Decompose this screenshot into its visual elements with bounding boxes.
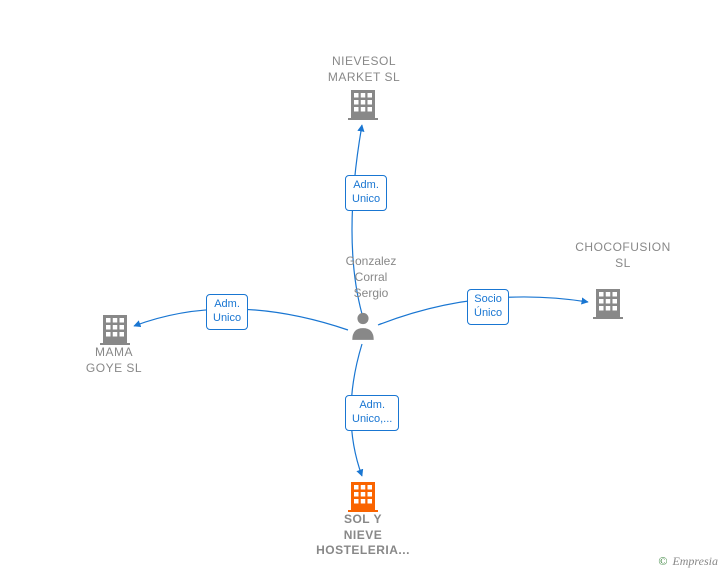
node-left-label: MAMAGOYE SL — [74, 345, 154, 376]
node-right-label: CHOCOFUSIONSL — [558, 240, 688, 271]
building-icon — [593, 287, 623, 324]
node-bottom-label: SOL YNIEVEHOSTELERIA... — [308, 512, 418, 559]
building-icon — [348, 88, 378, 125]
watermark: © Empresia — [658, 554, 718, 569]
person-icon — [350, 311, 376, 346]
edge-label-top: Adm.Unico — [345, 175, 387, 211]
edge-label-bottom: Adm.Unico,... — [345, 395, 399, 431]
edge-label-right: SocioÚnico — [467, 289, 509, 325]
center-person-label: GonzalezCorralSergio — [341, 253, 401, 302]
edge-label-left: Adm.Unico — [206, 294, 248, 330]
node-top-label: NIEVESOLMARKET SL — [309, 54, 419, 85]
copyright-symbol: © — [658, 554, 667, 568]
watermark-text: Empresia — [672, 554, 718, 568]
